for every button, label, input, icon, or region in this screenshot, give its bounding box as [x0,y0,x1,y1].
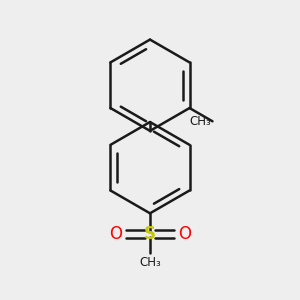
Text: CH₃: CH₃ [139,256,161,269]
Text: O: O [109,225,122,243]
Text: CH₃: CH₃ [189,115,211,128]
Text: S: S [144,225,156,243]
Text: O: O [178,225,191,243]
